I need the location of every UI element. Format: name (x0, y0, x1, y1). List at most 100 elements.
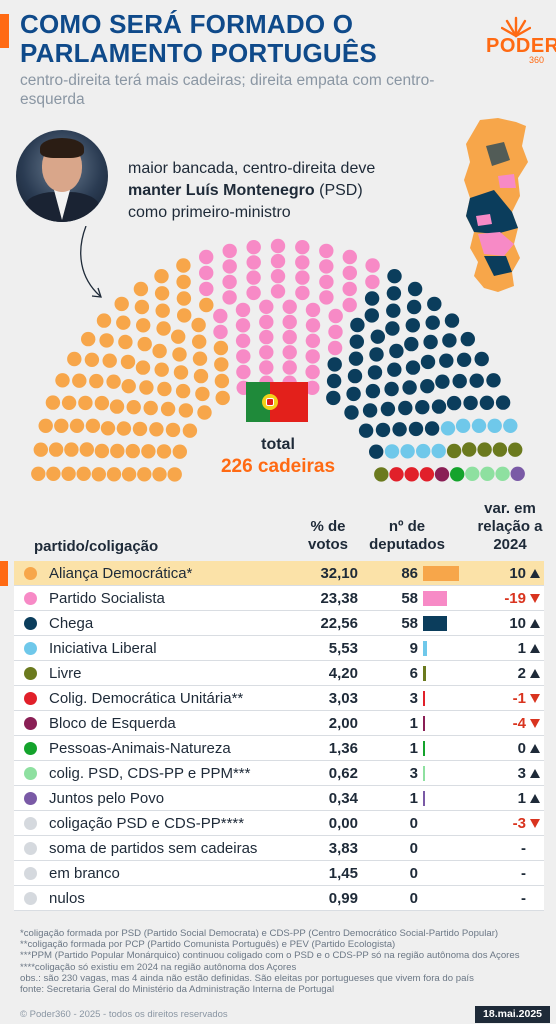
party-color-dot (24, 667, 37, 680)
seat-dot (319, 274, 334, 290)
seat-dot (99, 333, 114, 348)
seat-bar (423, 591, 448, 606)
seat-dot (326, 373, 342, 389)
seat-dot (195, 386, 210, 402)
seat-dot (79, 442, 95, 457)
seat-dot (94, 395, 110, 411)
party-name: Colig. Democrática Unitária** (49, 690, 244, 707)
annotation-text: maior bancada, centro-direita deve mante… (128, 160, 376, 221)
seat-dot (435, 374, 450, 389)
seat-dot (404, 336, 419, 352)
seat-variation: 2 (517, 665, 526, 682)
seat-dot (259, 314, 274, 330)
seat-dot (134, 299, 150, 315)
seat-dot (440, 421, 456, 436)
seat-dot (387, 362, 402, 377)
seat-dot (364, 308, 379, 323)
seat-count: 1 (409, 715, 418, 732)
seat-dot (143, 400, 158, 416)
seat-count: 3 (409, 765, 418, 782)
seat-count: 1 (409, 740, 418, 757)
table-row: colig. PSD, CDS-PP e PPM*** 0,62 3 3 (14, 761, 544, 786)
vote-percentage: 22,56 (320, 615, 358, 632)
seat-dot (486, 373, 501, 388)
party-color-dot (24, 792, 37, 805)
seat-count: 58 (401, 615, 418, 632)
seat-dot (167, 467, 182, 482)
seat-dot (469, 373, 484, 388)
sun-logo-icon (501, 16, 531, 38)
vote-percentage: 0,00 (328, 815, 358, 832)
seat-dot (319, 243, 334, 259)
seat-dot (442, 333, 457, 348)
seat-dot (176, 274, 191, 290)
seat-variation: 1 (517, 640, 526, 657)
seat-dot (407, 281, 423, 297)
seat-dot (178, 403, 194, 418)
seat-bar (423, 566, 459, 581)
triangle-up-icon (530, 644, 540, 653)
party-name: Bloco de Esquerda (49, 715, 176, 732)
table-row: Juntos pelo Povo 0,34 1 1 (14, 786, 544, 811)
seat-dot (480, 466, 495, 481)
seat-dot (125, 443, 140, 459)
seat-dot (172, 347, 187, 362)
party-color-dot (24, 767, 37, 780)
seat-dot (456, 352, 472, 367)
seat-dot (192, 334, 207, 349)
party-name: Pessoas-Animais-Natureza (49, 740, 231, 757)
seat-dot (305, 364, 320, 380)
column-header-votes: % de votos (307, 518, 348, 553)
seat-dot (81, 331, 96, 347)
seat-dot (222, 243, 237, 259)
seat-dot (67, 351, 82, 367)
column-header-seats: nº de deputados (369, 518, 445, 553)
seat-dot (380, 401, 396, 417)
seat-dot (305, 333, 321, 348)
seat-dot (384, 381, 399, 397)
seat-dot (121, 467, 137, 482)
table-row: Chega 22,56 58 10 (14, 611, 544, 636)
vote-percentage: 3,03 (328, 690, 358, 707)
seat-dot (235, 302, 251, 318)
footnote: ***PPM (Partido Popular Monárquico) cont… (20, 950, 520, 962)
vote-percentage: 0,34 (328, 790, 358, 807)
date-badge: 18.mai.2025 (475, 1006, 550, 1023)
seat-dot (156, 321, 171, 336)
seat-dot (149, 422, 164, 437)
party-name: colig. PSD, CDS-PP e PPM*** (49, 765, 251, 782)
footnotes: *coligação formada por PSD (Partido Soci… (20, 928, 550, 995)
seat-dot (110, 443, 125, 459)
seat-dot (116, 315, 131, 330)
triangle-down-icon (530, 819, 540, 828)
party-color-dot (24, 842, 37, 855)
seat-dot (214, 373, 230, 389)
seat-dot (364, 291, 380, 306)
seat-count: 86 (401, 565, 418, 582)
seat-dot (199, 265, 214, 281)
seat-dot (135, 360, 151, 375)
seat-dot (389, 467, 404, 482)
total-value: 226 cadeiras (220, 456, 336, 477)
footnote: **coligação formada por PCP (Partido Com… (20, 939, 396, 951)
seat-dot (389, 343, 404, 359)
seat-dot (106, 374, 121, 389)
seat-dot (328, 308, 343, 324)
seat-dot (400, 444, 415, 459)
seat-dot (199, 249, 214, 265)
seat-variation: 0 (517, 740, 526, 757)
seat-count: 0 (409, 815, 418, 832)
seat-dot (405, 360, 421, 375)
seat-dot (199, 297, 214, 313)
party-name: Chega (49, 615, 94, 632)
party-color-dot (24, 892, 37, 905)
seat-variation: 10 (509, 565, 526, 582)
vote-percentage: 0,62 (328, 765, 358, 782)
seat-dot (342, 297, 357, 313)
seat-dot (282, 314, 297, 330)
seat-variation: 3 (517, 765, 526, 782)
party-color-dot (24, 617, 37, 630)
party-name: Iniciativa Liberal (49, 640, 157, 657)
seat-dot (259, 345, 274, 360)
seat-dot (295, 285, 310, 301)
